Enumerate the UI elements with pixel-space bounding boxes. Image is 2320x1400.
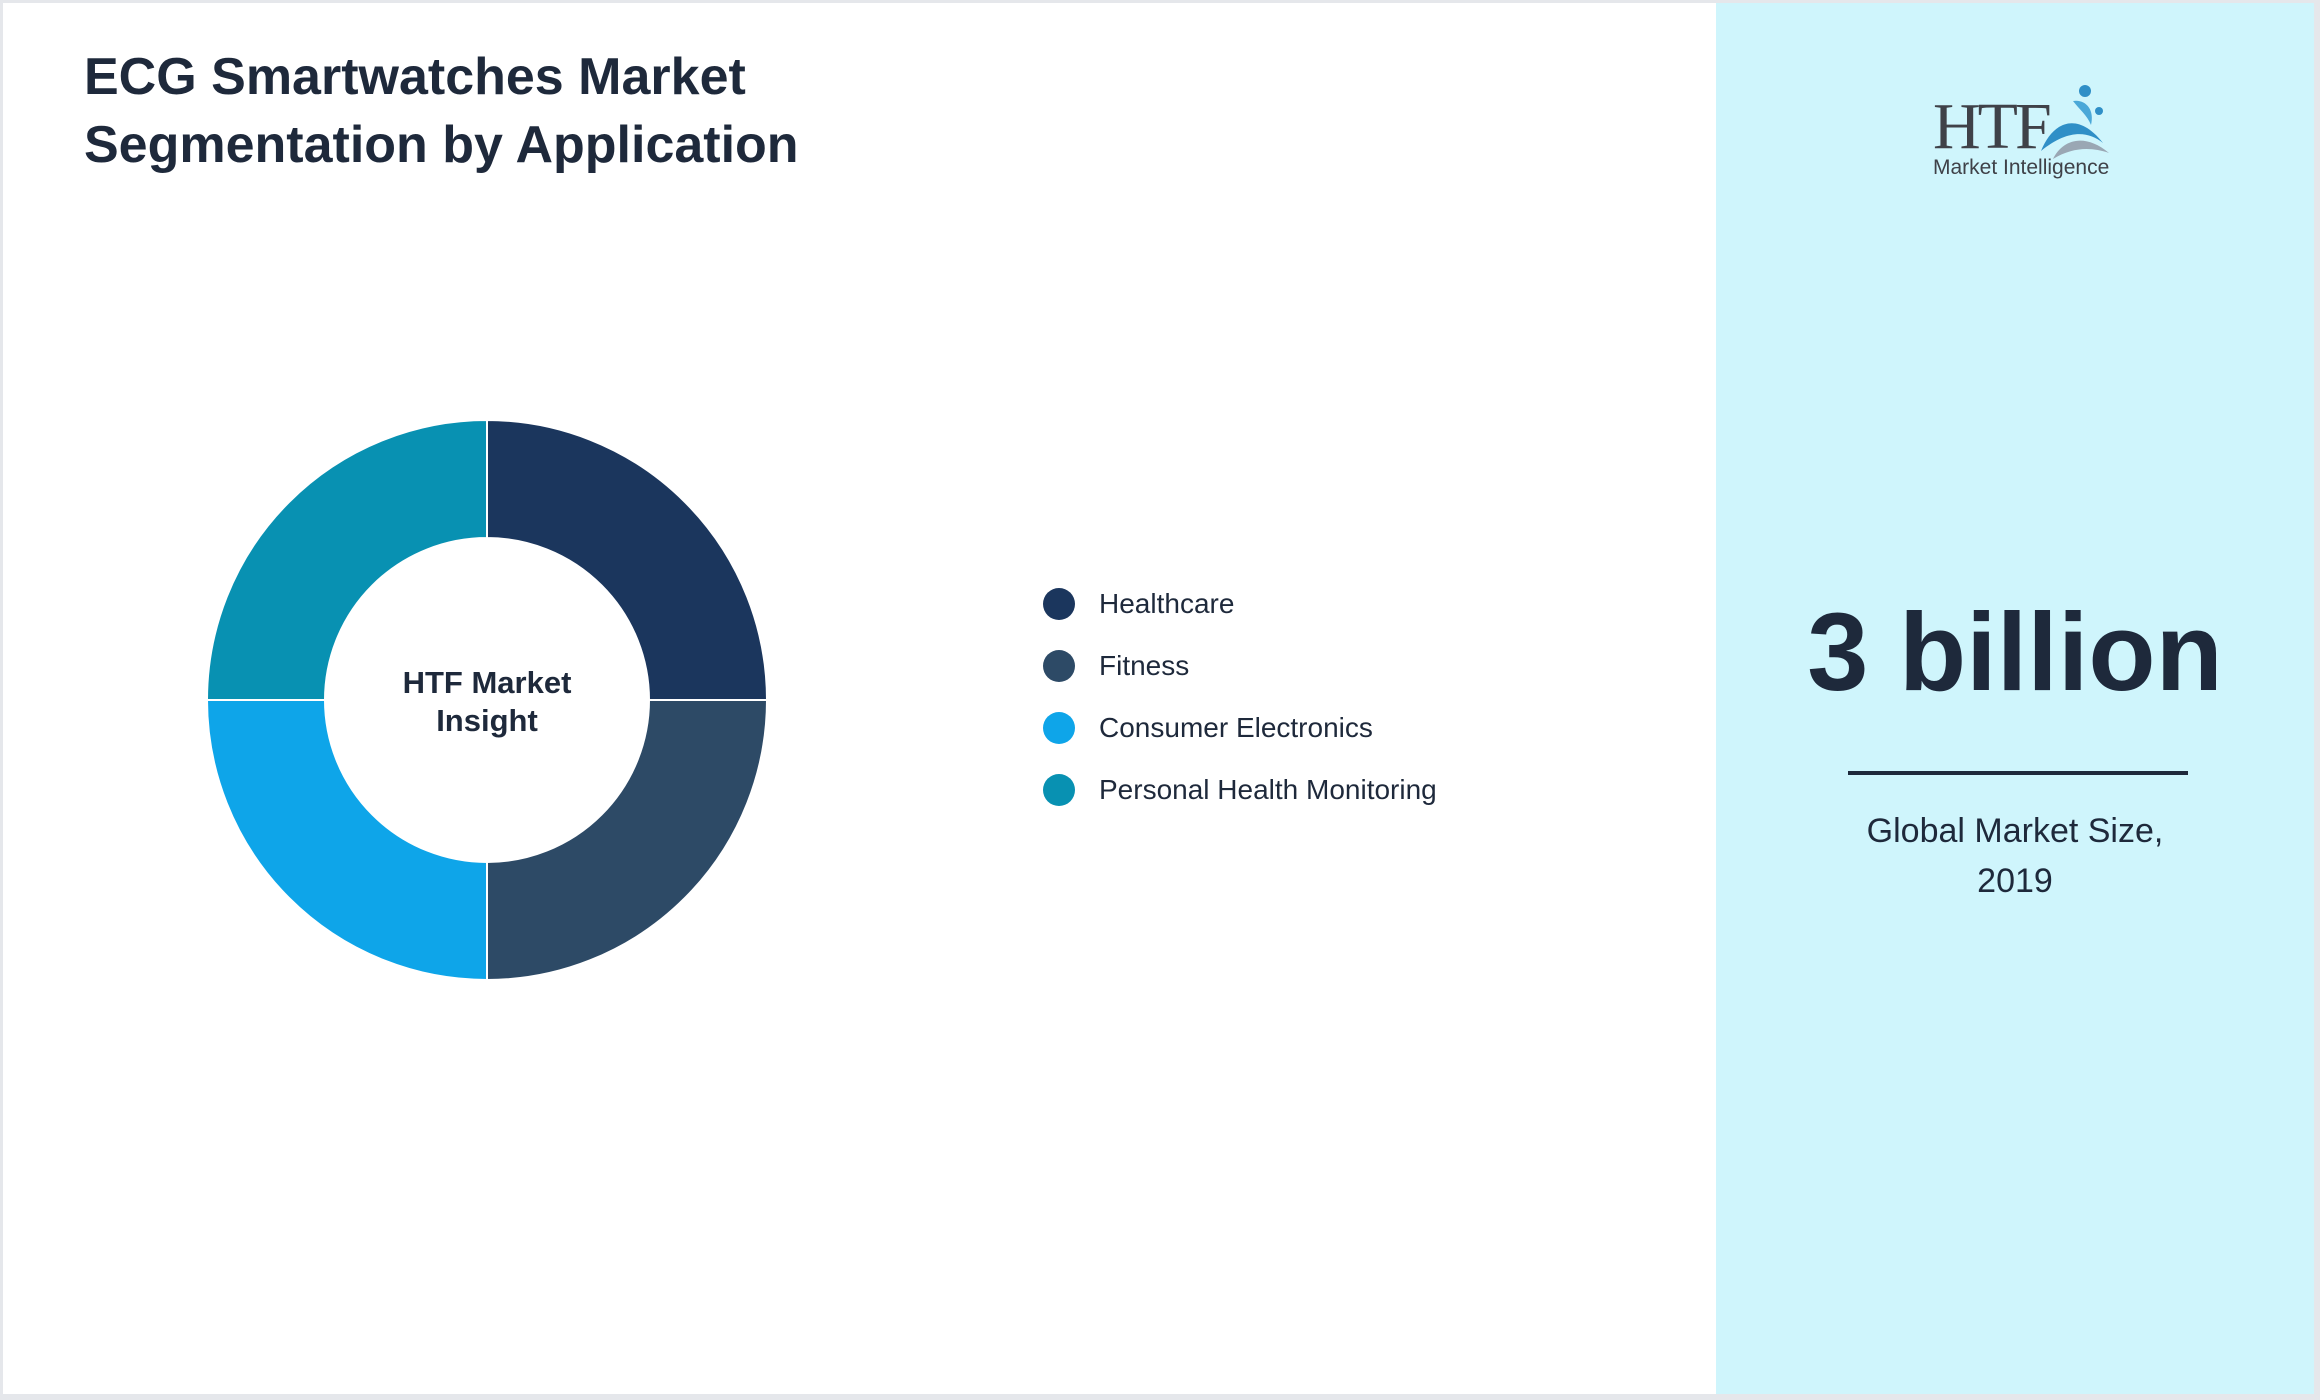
caption-line-2: 2019 — [1977, 862, 2053, 900]
legend-swatch-consumer-electronics — [1043, 712, 1075, 744]
legend-label-consumer-electronics: Consumer Electronics — [1099, 712, 1373, 743]
legend-label-healthcare: Healthcare — [1099, 588, 1235, 619]
caption-line-1: Global Market Size, — [1866, 812, 2164, 850]
donut-slice-healthcare — [486, 418, 769, 701]
donut-slice-personal-health-monitoring — [205, 418, 488, 701]
legend-label-personal-health-monitoring: Personal Health Monitoring — [1099, 774, 1437, 805]
legend-swatch-fitness — [1043, 650, 1075, 682]
legend-swatch-personal-health-monitoring — [1043, 774, 1075, 806]
legend-item-healthcare: Healthcare — [1043, 588, 1437, 620]
legend-item-personal-health-monitoring: Personal Health Monitoring — [1043, 774, 1437, 806]
page-title: ECG Smartwatches Market Segmentation by … — [84, 43, 799, 179]
donut-slice-consumer-electronics — [205, 699, 488, 982]
legend-label-fitness: Fitness — [1099, 650, 1190, 681]
market-size-caption: Global Market Size, 2019 — [1716, 806, 2314, 906]
legend-item-consumer-electronics: Consumer Electronics — [1043, 712, 1437, 744]
legend-swatch-healthcare — [1043, 588, 1075, 620]
htf-dolphin-logo-icon — [2041, 85, 2109, 159]
legend-item-fitness: Fitness — [1043, 650, 1437, 682]
title-line-1: ECG Smartwatches Market — [84, 48, 746, 106]
htf-logo: HTF Market Intelligence — [1923, 81, 2113, 191]
market-size-panel: HTF Market Intelligence 3 billion Global… — [1716, 3, 2314, 1394]
market-size-value: 3 billion — [1807, 591, 2223, 714]
logo-wordmark: HTF — [1933, 90, 2052, 163]
chart-panel: ECG Smartwatches Market Segmentation by … — [3, 3, 1716, 1394]
chart-legend: Healthcare Fitness Consumer Electronics Per… — [1043, 588, 1437, 836]
donut-slice-fitness — [486, 699, 769, 982]
donut-center-label-line-1: HTF Market — [403, 665, 572, 700]
title-line-2: Segmentation by Application — [84, 116, 799, 174]
logo-subtitle: Market Intelligence — [1933, 156, 2110, 179]
donut-center-label-line-2: Insight — [436, 703, 538, 738]
value-divider — [1848, 771, 2188, 775]
infographic-card: ECG Smartwatches Market Segmentation by … — [3, 3, 2314, 1394]
